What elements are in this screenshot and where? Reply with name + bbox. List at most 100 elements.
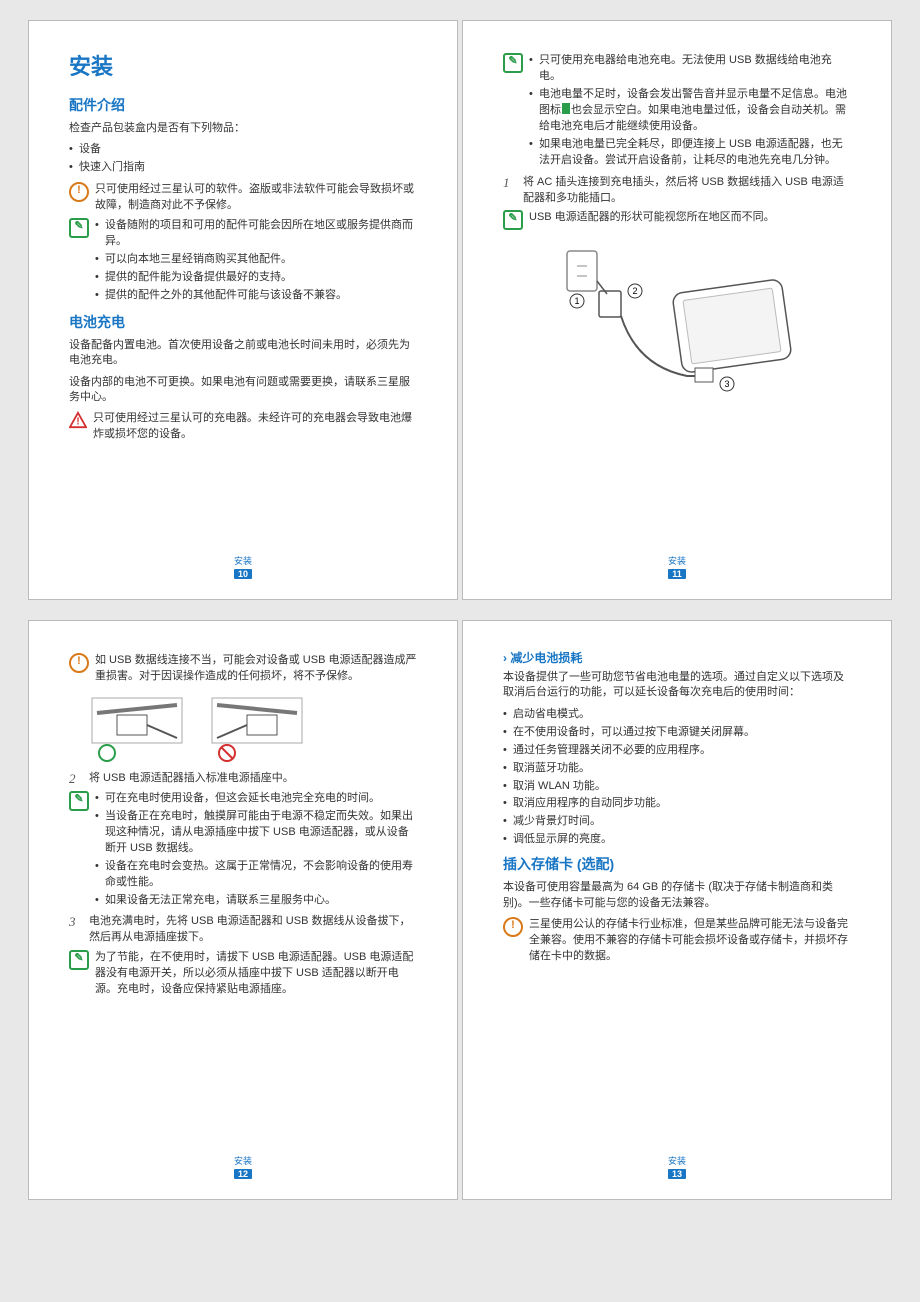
list-item: 取消应用程序的自动同步功能。 <box>503 796 851 812</box>
page-number: 10 <box>234 569 252 579</box>
callout-text: 只可使用经过三星认可的软件。盗版或非法软件可能会导致损坏或故障，制造商对此不予保… <box>95 182 417 214</box>
diagram-label-2: 2 <box>632 286 637 296</box>
page-body: ✎ 只可使用充电器给电池充电。无法使用 USB 数据线给电池充电。 电池电量不足… <box>503 49 851 548</box>
callout-body: 可在充电时使用设备，但这会延长电池完全充电的时间。 当设备正在充电时，触摸屏可能… <box>95 791 417 911</box>
svg-text:!: ! <box>76 417 79 428</box>
note-icon: ✎ <box>503 53 523 171</box>
section-accessories: 配件介绍 <box>69 95 417 115</box>
callout-note-adapter-shape: ✎ USB 电源适配器的形状可能视您所在地区而不同。 <box>503 210 851 230</box>
list-item: 提供的配件能为设备提供最好的支持。 <box>95 270 417 286</box>
footer-label: 安装 <box>234 556 252 566</box>
battery-icon <box>562 103 570 114</box>
footer-label: 安装 <box>234 1156 252 1166</box>
note-list: 只可使用充电器给电池充电。无法使用 USB 数据线给电池充电。 电池电量不足时，… <box>529 53 851 169</box>
list-item: 电池电量不足时，设备会发出警告音并显示电量不足信息。电池图标也会显示空白。如果电… <box>529 87 851 135</box>
reduce-drain-intro: 本设备提供了一些可助您节省电池电量的选项。通过自定义以下选项及取消后台运行的功能… <box>503 670 851 701</box>
callout-text: 为了节能，在不使用时，请拔下 USB 电源适配器。USB 电源适配器没有电源开关… <box>95 950 417 998</box>
footer-label: 安装 <box>668 1156 686 1166</box>
step-number: 1 <box>503 175 517 207</box>
warning-icon: ! <box>69 411 87 443</box>
connector-diagrams <box>87 693 417 763</box>
chapter-title: 安装 <box>69 49 417 81</box>
page-body: 减少电池损耗 本设备提供了一些可助您节省电池电量的选项。通过自定义以下选项及取消… <box>503 649 851 1148</box>
footer-label: 安装 <box>668 556 686 566</box>
step-2: 2 将 USB 电源适配器插入标准电源插座中。 <box>69 771 417 787</box>
step-3: 3 电池充满电时，先将 USB 电源适配器和 USB 数据线从设备拔下，然后再从… <box>69 914 417 946</box>
callout-text: USB 电源适配器的形状可能视您所在地区而不同。 <box>529 210 851 230</box>
list-item: 提供的配件之外的其他配件可能与该设备不兼容。 <box>95 288 417 304</box>
callout-text: 如 USB 数据线连接不当，可能会对设备或 USB 电源适配器造成严重损害。对于… <box>95 653 417 685</box>
page-number: 11 <box>668 569 686 579</box>
page-number: 12 <box>234 1169 252 1179</box>
diagram-label-3: 3 <box>724 379 729 389</box>
step-number: 2 <box>69 771 83 787</box>
list-item: 当设备正在充电时，触摸屏可能由于电源不稳定而失效。如果出现这种情况，请从电源插座… <box>95 809 417 857</box>
step-text: 将 AC 插头连接到充电插头，然后将 USB 数据线插入 USB 电源适配器和多… <box>523 175 851 207</box>
diagram-label-1: 1 <box>574 296 579 306</box>
list-item: 设备随附的项目和可用的配件可能会因所在地区或服务提供商而异。 <box>95 218 417 250</box>
section-charging: 电池充电 <box>69 312 417 332</box>
section-memory-card: 插入存储卡 (选配) <box>503 854 851 874</box>
spread-2: ! 如 USB 数据线连接不当，可能会对设备或 USB 电源适配器造成严重损害。… <box>0 620 920 1200</box>
list-item: 可在充电时使用设备，但这会延长电池完全充电的时间。 <box>95 791 417 807</box>
callout-note-charging: ✎ 只可使用充电器给电池充电。无法使用 USB 数据线给电池充电。 电池电量不足… <box>503 53 851 171</box>
accessories-intro: 检查产品包装盒内是否有下列物品： <box>69 121 417 136</box>
callout-note-unplug: ✎ 为了节能，在不使用时，请拔下 USB 电源适配器。USB 电源适配器没有电源… <box>69 950 417 998</box>
step-text: 将 USB 电源适配器插入标准电源插座中。 <box>89 771 417 787</box>
page-body: 安装 配件介绍 检查产品包装盒内是否有下列物品： 设备 快速入门指南 ! 只可使… <box>69 49 417 548</box>
charging-diagram: 1 2 3 <box>547 236 807 406</box>
note-icon: ✎ <box>69 218 89 306</box>
caution-icon: ! <box>503 917 523 965</box>
list-item: 取消蓝牙功能。 <box>503 761 851 777</box>
list-item: 调低显示屏的亮度。 <box>503 832 851 848</box>
incorrect-connection-icon <box>207 693 307 763</box>
page-footer: 安装 12 <box>69 1148 417 1179</box>
note-icon: ✎ <box>69 950 89 998</box>
callout-text: 只可使用经过三星认可的充电器。未经许可的充电器会导致电池爆炸或损坏您的设备。 <box>93 411 417 443</box>
list-item: 减少背景灯时间。 <box>503 814 851 830</box>
spread-1: 安装 配件介绍 检查产品包装盒内是否有下列物品： 设备 快速入门指南 ! 只可使… <box>0 20 920 600</box>
note-icon: ✎ <box>69 791 89 911</box>
callout-warning-memcard: ! 三星使用公认的存储卡行业标准，但是某些品牌可能无法与设备完全兼容。使用不兼容… <box>503 917 851 965</box>
page-footer: 安装 13 <box>503 1148 851 1179</box>
page-number: 13 <box>668 1169 686 1179</box>
callout-warning-cable: ! 如 USB 数据线连接不当，可能会对设备或 USB 电源适配器造成严重损害。… <box>69 653 417 685</box>
list-item: 设备 <box>69 142 417 158</box>
callout-body: 只可使用充电器给电池充电。无法使用 USB 数据线给电池充电。 电池电量不足时，… <box>529 53 851 171</box>
accessories-list: 设备 快速入门指南 <box>69 142 417 176</box>
page-11: ✎ 只可使用充电器给电池充电。无法使用 USB 数据线给电池充电。 电池电量不足… <box>462 20 892 600</box>
document-sheet: 安装 配件介绍 检查产品包装盒内是否有下列物品： 设备 快速入门指南 ! 只可使… <box>0 0 920 1240</box>
reduce-drain-list: 启动省电模式。 在不使用设备时，可以通过按下电源键关闭屏幕。 通过任务管理器关闭… <box>503 707 851 849</box>
callout-alert-charger: ! 只可使用经过三星认可的充电器。未经许可的充电器会导致电池爆炸或损坏您的设备。 <box>69 411 417 443</box>
callout-warning-software: ! 只可使用经过三星认可的软件。盗版或非法软件可能会导致损坏或故障，制造商对此不… <box>69 182 417 214</box>
step-number: 3 <box>69 914 83 946</box>
step-1: 1 将 AC 插头连接到充电插头，然后将 USB 数据线插入 USB 电源适配器… <box>503 175 851 207</box>
subsection-reduce-drain: 减少电池损耗 <box>503 649 851 666</box>
correct-connection-icon <box>87 693 187 763</box>
charging-p2: 设备内部的电池不可更换。如果电池有问题或需要更换，请联系三星服务中心。 <box>69 375 417 406</box>
page-footer: 安装 11 <box>503 548 851 579</box>
page-13: 减少电池损耗 本设备提供了一些可助您节省电池电量的选项。通过自定义以下选项及取消… <box>462 620 892 1200</box>
callout-body: 设备随附的项目和可用的配件可能会因所在地区或服务提供商而异。 可以向本地三星经销… <box>95 218 417 306</box>
list-item: 在不使用设备时，可以通过按下电源键关闭屏幕。 <box>503 725 851 741</box>
list-item: 可以向本地三星经销商购买其他配件。 <box>95 252 417 268</box>
list-item: 只可使用充电器给电池充电。无法使用 USB 数据线给电池充电。 <box>529 53 851 85</box>
callout-note-accessories: ✎ 设备随附的项目和可用的配件可能会因所在地区或服务提供商而异。 可以向本地三星… <box>69 218 417 306</box>
page-body: ! 如 USB 数据线连接不当，可能会对设备或 USB 电源适配器造成严重损害。… <box>69 649 417 1148</box>
callout-note-charging-tips: ✎ 可在充电时使用设备，但这会延长电池完全充电的时间。 当设备正在充电时，触摸屏… <box>69 791 417 911</box>
callout-text: 三星使用公认的存储卡行业标准，但是某些品牌可能无法与设备完全兼容。使用不兼容的存… <box>529 917 851 965</box>
note-list: 设备随附的项目和可用的配件可能会因所在地区或服务提供商而异。 可以向本地三星经销… <box>95 218 417 304</box>
note-icon: ✎ <box>503 210 523 230</box>
list-item: 通过任务管理器关闭不必要的应用程序。 <box>503 743 851 759</box>
list-item: 取消 WLAN 功能。 <box>503 779 851 795</box>
note-list: 可在充电时使用设备，但这会延长电池完全充电的时间。 当设备正在充电时，触摸屏可能… <box>95 791 417 909</box>
page-footer: 安装 10 <box>69 548 417 579</box>
list-item: 启动省电模式。 <box>503 707 851 723</box>
page-10: 安装 配件介绍 检查产品包装盒内是否有下列物品： 设备 快速入门指南 ! 只可使… <box>28 20 458 600</box>
page-12: ! 如 USB 数据线连接不当，可能会对设备或 USB 电源适配器造成严重损害。… <box>28 620 458 1200</box>
list-item: 如果电池电量已完全耗尽，即便连接上 USB 电源适配器，也无法开启设备。尝试开启… <box>529 137 851 169</box>
caution-icon: ! <box>69 182 89 214</box>
step-text: 电池充满电时，先将 USB 电源适配器和 USB 数据线从设备拔下，然后再从电源… <box>89 914 417 946</box>
list-item: 如果设备无法正常充电，请联系三星服务中心。 <box>95 893 417 909</box>
list-item: 设备在充电时会变热。这属于正常情况，不会影响设备的使用寿命或性能。 <box>95 859 417 891</box>
